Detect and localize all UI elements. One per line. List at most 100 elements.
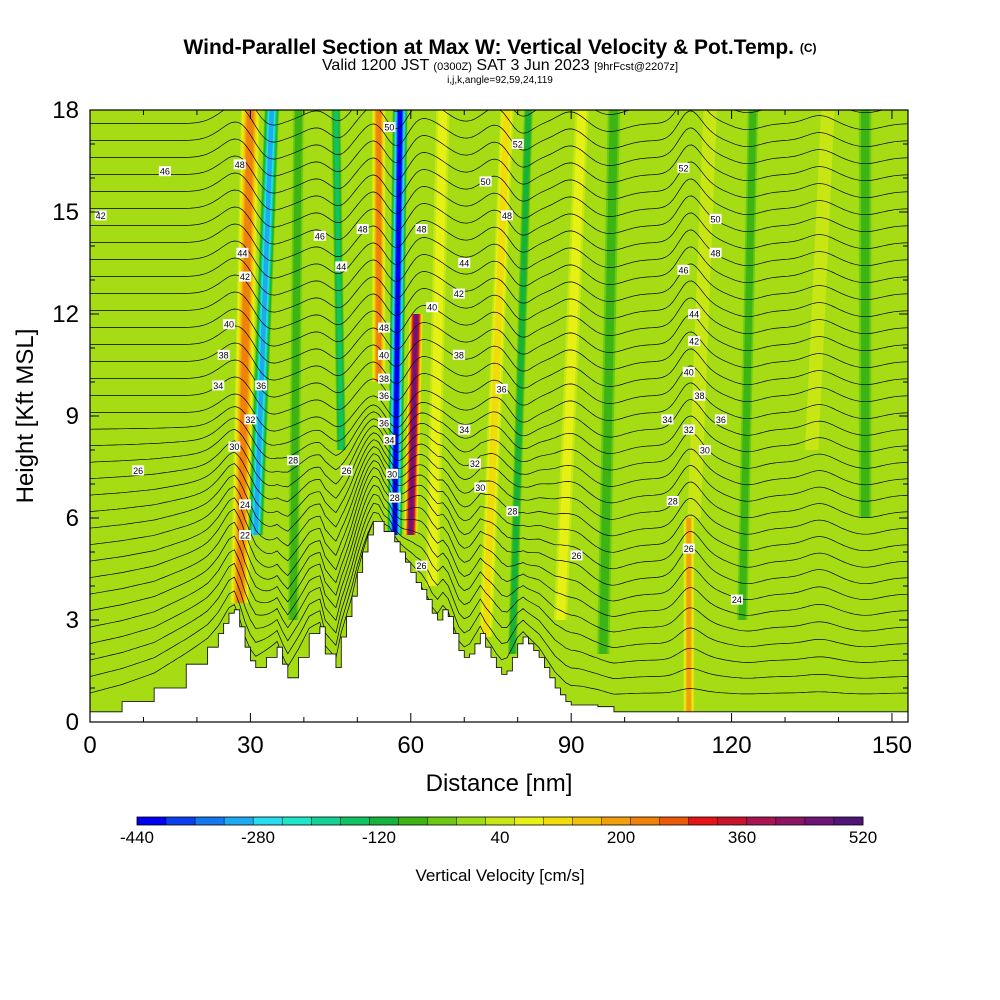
theta-label-bg [228,441,241,452]
theta-label-text: 48 [358,225,368,235]
theta-contour [90,521,908,679]
velocity-band [861,110,870,518]
x-tick-label: 120 [712,732,752,759]
theta-label: 38 [217,349,230,360]
theta-contour [90,411,908,460]
theta-label: 44 [458,258,471,269]
theta-label: 34 [212,380,225,391]
colorbar-swatch [630,817,661,825]
theta-label: 40 [426,302,439,313]
theta-label: 22 [239,530,252,541]
theta-label-bg [688,309,701,319]
theta-label-text: 48 [416,225,426,235]
theta-label-text: 40 [684,367,694,377]
theta-contour [90,418,908,473]
y-tick-label: 9 [66,403,79,430]
theta-label-bg [158,166,171,177]
colorbar-swatch [775,817,806,825]
theta-contour [90,365,908,415]
theta-label-text: 26 [133,466,143,476]
theta-label: 28 [388,492,401,503]
theta-contour-layer [90,110,908,695]
theta-contour [90,512,908,664]
y-tick-label: 6 [66,505,79,532]
theta-label-text: 28 [668,497,678,507]
theta-label-text: 46 [315,231,325,241]
colorbar-tick-label: -280 [241,828,275,847]
theta-label-text: 36 [497,384,507,394]
theta-contour [90,212,908,262]
theta-label-text: 36 [716,415,726,425]
theta-label-bg [666,496,679,506]
theta-label: 36 [378,417,391,428]
theta-label-bg [682,543,695,554]
theta-label-bg [714,414,727,425]
colorbar-swatch [514,817,544,825]
colorbar-swatch [253,817,283,825]
theta-label-bg [677,162,690,173]
velocity-band [236,110,254,603]
theta-label-bg [709,247,722,258]
theta-label-text: 44 [237,248,247,258]
theta-label: 32 [244,414,257,425]
theta-contour [90,161,908,211]
theta-label-bg [212,380,225,391]
theta-label: 48 [356,224,369,235]
velocity-band [805,110,835,450]
theta-label: 40 [682,366,695,377]
theta-label: 36 [255,380,268,391]
theta-label-bg [468,458,481,469]
valid-prefix: Valid 1200 JST [321,57,429,74]
theta-label-text: 24 [240,500,250,510]
valid-date: SAT 3 Jun 2023 [476,57,590,74]
theta-label: 28 [287,455,300,466]
theta-label: 38 [378,373,391,384]
colorbar-swatch [137,817,167,825]
colorbar: -440 -280 -120 40 200 360 520 [120,816,877,847]
colorbar-swatch [688,817,719,825]
theta-label-text: 26 [416,561,426,571]
theta-label: 42 [239,271,252,282]
theta-label: 46 [158,166,171,177]
colorbar-swatch [224,817,254,825]
theta-contour [90,280,908,330]
velocity-band [409,314,418,535]
colorbar-swatch [166,817,196,825]
theta-label: 26 [570,550,583,561]
colorbar-swatch [804,817,835,825]
theta-label: 34 [383,434,396,445]
theta-label-text: 22 [240,531,250,541]
theta-label-bg [677,264,690,275]
theta-contour [90,503,908,648]
theta-label: 32 [468,458,481,469]
theta-label: 40 [223,319,236,330]
colorbar-tick-label: -440 [120,828,154,847]
colorbar-swatch [282,817,312,825]
theta-label-bg [682,366,695,377]
x-tick-label: 150 [872,732,912,759]
theta-label-bg [255,380,268,391]
theta-contour [90,467,908,586]
theta-label-bg [239,271,252,282]
velocity-feature [683,518,695,712]
colorbar-swatch [195,817,225,825]
theta-label: 40 [378,349,391,360]
theta-label-text: 30 [387,469,397,479]
theta-label: 52 [677,162,690,173]
theta-label-text: 38 [379,374,389,384]
theta-label-bg [217,349,230,360]
theta-label-text: 40 [224,320,234,330]
theta-label-bg [386,468,399,479]
theta-label: 48 [501,210,514,221]
chart-title-line: Wind-Parallel Section at Max W: Vertical… [0,36,1000,60]
velocity-feature [230,110,260,603]
theta-label-text: 26 [342,466,352,476]
theta-label-text: 28 [288,456,298,466]
theta-contour [90,127,908,177]
theta-label-bg [236,247,249,258]
theta-label-text: 40 [427,303,437,313]
theta-label-text: 48 [502,211,512,221]
colorbar-tick-label: -120 [362,828,396,847]
theta-contour [90,297,908,347]
